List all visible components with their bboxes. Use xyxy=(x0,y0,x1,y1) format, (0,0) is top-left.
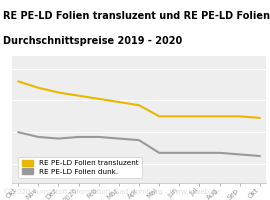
Text: Durchschnittspreise 2019 - 2020: Durchschnittspreise 2019 - 2020 xyxy=(3,36,183,46)
Text: RE PE-LD Folien transluzent und RE PE-LD Folien dunkel: RE PE-LD Folien transluzent und RE PE-LD… xyxy=(3,11,270,21)
Text: © 2020 Kunststoff Information, Bad Homburg - www.kiweb.de: © 2020 Kunststoff Information, Bad Hombu… xyxy=(3,188,220,195)
Legend: RE PE-LD Folien transluzent, RE PE-LD Folien dunk.: RE PE-LD Folien transluzent, RE PE-LD Fo… xyxy=(18,157,142,178)
